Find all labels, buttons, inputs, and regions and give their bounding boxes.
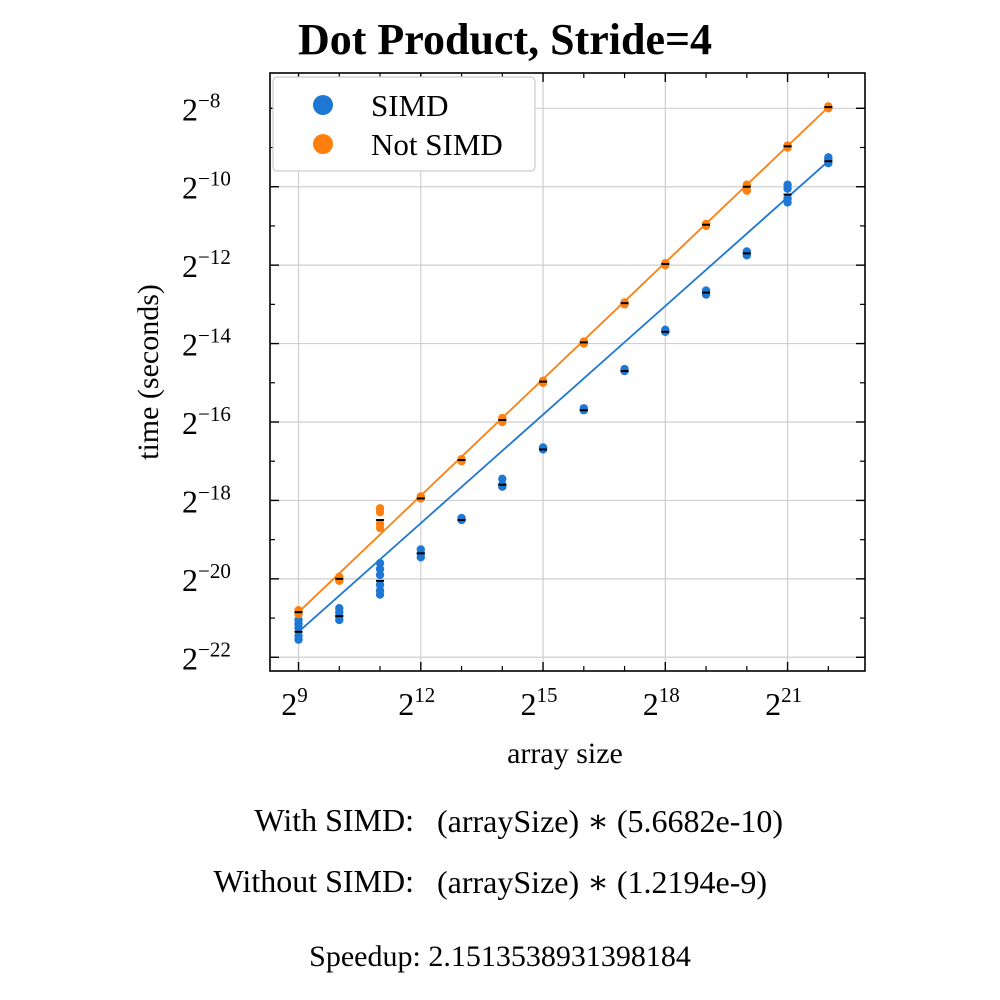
legend-label-simd: SIMD <box>371 88 449 123</box>
without-simd-label: Without SIMD: <box>213 863 415 899</box>
y-tick-label: 2−10 <box>182 167 231 206</box>
fit-line-simd <box>297 160 829 633</box>
data-point-simd <box>416 553 425 562</box>
x-tick-label: 215 <box>521 683 558 722</box>
x-tick-label: 29 <box>281 683 308 722</box>
data-point-simd <box>375 590 385 599</box>
y-tick-label: 2−16 <box>182 402 231 441</box>
legend: SIMD Not SIMD <box>272 76 536 172</box>
x-tick-label: 221 <box>765 683 802 722</box>
chart: Dot Product, Stride=4 29 212 215 218 221 2−8… <box>132 15 866 770</box>
data-point-not-simd <box>824 104 833 113</box>
chart-title: Dot Product, Stride=4 <box>298 15 712 64</box>
y-tick-label: 2−14 <box>182 324 231 363</box>
data-point-simd <box>294 635 303 644</box>
data-point-simd <box>375 580 385 589</box>
legend-box <box>272 76 536 172</box>
data-point-simd <box>375 564 385 574</box>
y-tick-label: 2−22 <box>182 637 231 676</box>
without-simd-formula: (arraySize) ∗ (1.2194e-9) <box>437 864 768 900</box>
mean-markers <box>294 106 833 633</box>
data-point-not-simd <box>783 143 792 152</box>
legend-marker-simd <box>313 95 333 115</box>
data-point-simd <box>783 198 792 207</box>
x-tick-label: 212 <box>398 683 435 722</box>
data-point-not-simd <box>457 457 466 466</box>
y-axis-label: time (seconds) <box>132 284 165 460</box>
data-point-not-simd <box>375 507 385 517</box>
data-point-simd <box>335 615 344 625</box>
data-point-not-simd <box>620 300 629 309</box>
data-point-simd <box>375 558 385 568</box>
with-simd-label: With SIMD: <box>254 802 414 838</box>
with-simd-formula: (arraySize) ∗ (5.6682e-10) <box>437 803 784 839</box>
data-point-not-simd <box>538 378 548 387</box>
x-tick-label: 218 <box>643 683 680 722</box>
data-point-not-simd <box>742 186 752 195</box>
y-tick-label: 2−18 <box>182 480 231 519</box>
data-point-simd <box>294 623 303 633</box>
fit-line-not-simd <box>297 106 829 613</box>
x-tick-labels: 29 212 215 218 221 <box>281 683 802 722</box>
equation-without-simd: Without SIMD: (arraySize) ∗ (1.2194e-9) <box>0 863 1000 903</box>
equation-with-simd: With SIMD: (arraySize) ∗ (5.6682e-10) <box>0 802 1000 842</box>
y-tick-label: 2−8 <box>182 88 220 127</box>
data-point-simd <box>375 570 385 580</box>
speedup-text: Speedup: 2.1513538931398184 <box>309 940 691 973</box>
data-point-simd <box>783 184 792 193</box>
data-points <box>294 102 833 644</box>
data-point-not-simd <box>701 221 711 231</box>
y-tick-labels: 2−8 2−10 2−12 2−14 2−16 2−18 2−20 2−22 <box>182 88 231 676</box>
x-axis-label: array size <box>507 737 623 770</box>
legend-label-not-simd: Not SIMD <box>371 127 503 162</box>
fit-lines <box>297 106 829 633</box>
data-point-simd <box>498 474 507 484</box>
data-point-not-simd <box>579 339 589 348</box>
y-tick-label: 2−20 <box>182 559 231 598</box>
data-point-not-simd <box>375 523 385 533</box>
legend-marker-not-simd <box>313 134 333 154</box>
y-tick-label: 2−12 <box>182 245 231 284</box>
plot-frame <box>269 72 866 672</box>
data-point-not-simd <box>661 260 670 270</box>
